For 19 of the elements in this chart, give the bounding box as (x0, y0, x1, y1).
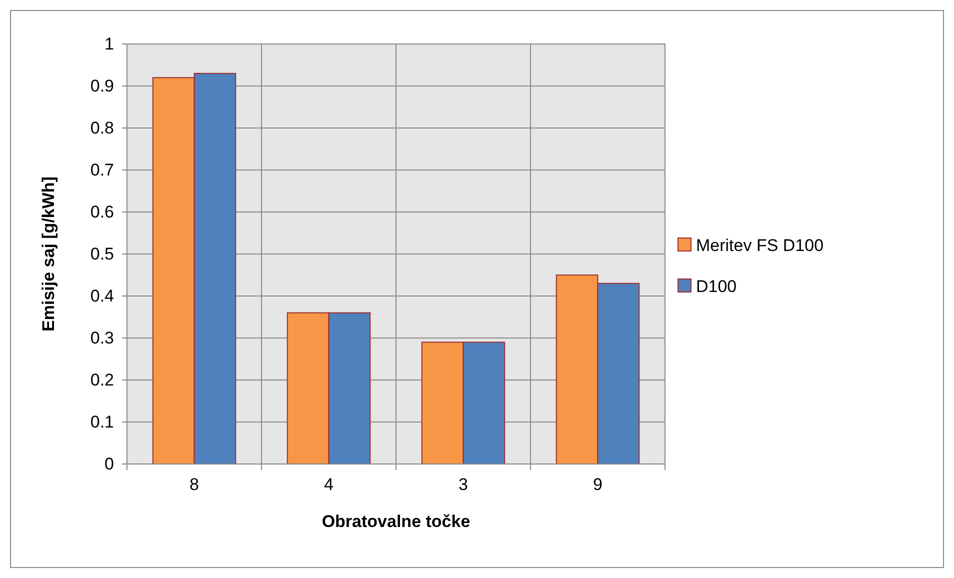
y-tick-label: 0.7 (90, 160, 114, 180)
y-tick-label: 0.2 (90, 370, 114, 390)
legend-label: D100 (696, 277, 737, 296)
y-tick-label: 0 (104, 454, 114, 474)
x-tick-label: 3 (458, 475, 468, 494)
x-tick-label: 4 (324, 475, 334, 494)
y-tick-label: 0.5 (90, 244, 114, 264)
y-tick-label: 0.9 (90, 76, 114, 96)
y-tick-label: 0.3 (90, 328, 114, 348)
y-axis-title: Emisije saj [g/kWh] (39, 176, 58, 332)
x-axis-title: Obratovalne točke (322, 512, 470, 531)
y-tick-label: 0.1 (90, 412, 114, 432)
y-tick-label: 0.4 (90, 286, 114, 306)
y-tick-label: 0.8 (90, 118, 114, 138)
y-tick-label: 0.6 (90, 202, 114, 222)
y-tick-label: 1 (104, 34, 114, 54)
x-tick-label: 8 (190, 475, 199, 494)
x-tick-label: 9 (593, 475, 602, 494)
legend-label: Meritev FS D100 (696, 236, 824, 255)
